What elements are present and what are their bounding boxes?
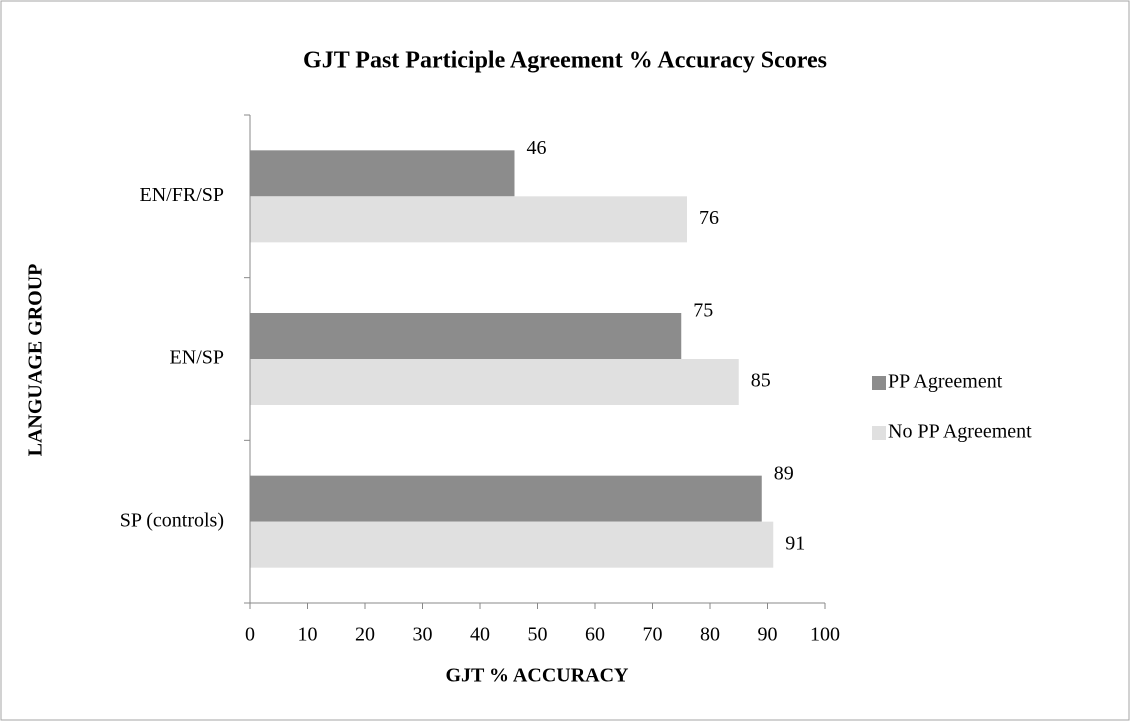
x-tick-label: 20	[355, 624, 375, 646]
bar	[250, 475, 762, 522]
x-tick-label: 10	[298, 624, 318, 646]
data-label: 85	[751, 370, 771, 392]
y-tick-label: SP (controls)	[120, 509, 224, 531]
bar	[250, 150, 515, 197]
bar	[250, 521, 774, 568]
x-tick-label: 90	[758, 624, 778, 646]
x-tick-label: 70	[643, 624, 663, 646]
x-tick-label: 40	[470, 624, 490, 646]
bar	[250, 196, 687, 243]
data-label: 89	[774, 462, 794, 484]
chart-title: GJT Past Participle Agreement % Accuracy…	[303, 48, 827, 74]
x-tick-label: 50	[528, 624, 548, 646]
legend-swatch	[872, 376, 886, 390]
x-tick-label: 30	[413, 624, 433, 646]
y-tick-label: EN/SP	[170, 347, 224, 369]
bar	[250, 313, 682, 359]
data-label: 46	[527, 137, 547, 159]
legend-swatch	[872, 426, 886, 440]
x-tick-label: 0	[245, 624, 255, 646]
legend-label: PP Agreement	[888, 371, 1003, 393]
bar	[250, 359, 739, 405]
data-label: 76	[699, 207, 719, 229]
y-axis-title: LANGUAGE GROUP	[25, 264, 47, 457]
data-label: 75	[693, 300, 713, 322]
x-axis-title: GJT % ACCURACY	[446, 665, 630, 687]
data-label: 91	[785, 532, 805, 554]
x-tick-label: 80	[700, 624, 720, 646]
legend-label: No PP Agreement	[888, 421, 1032, 443]
x-tick-label: 60	[585, 624, 605, 646]
x-tick-label: 100	[810, 624, 840, 646]
y-tick-label: EN/FR/SP	[140, 184, 224, 206]
